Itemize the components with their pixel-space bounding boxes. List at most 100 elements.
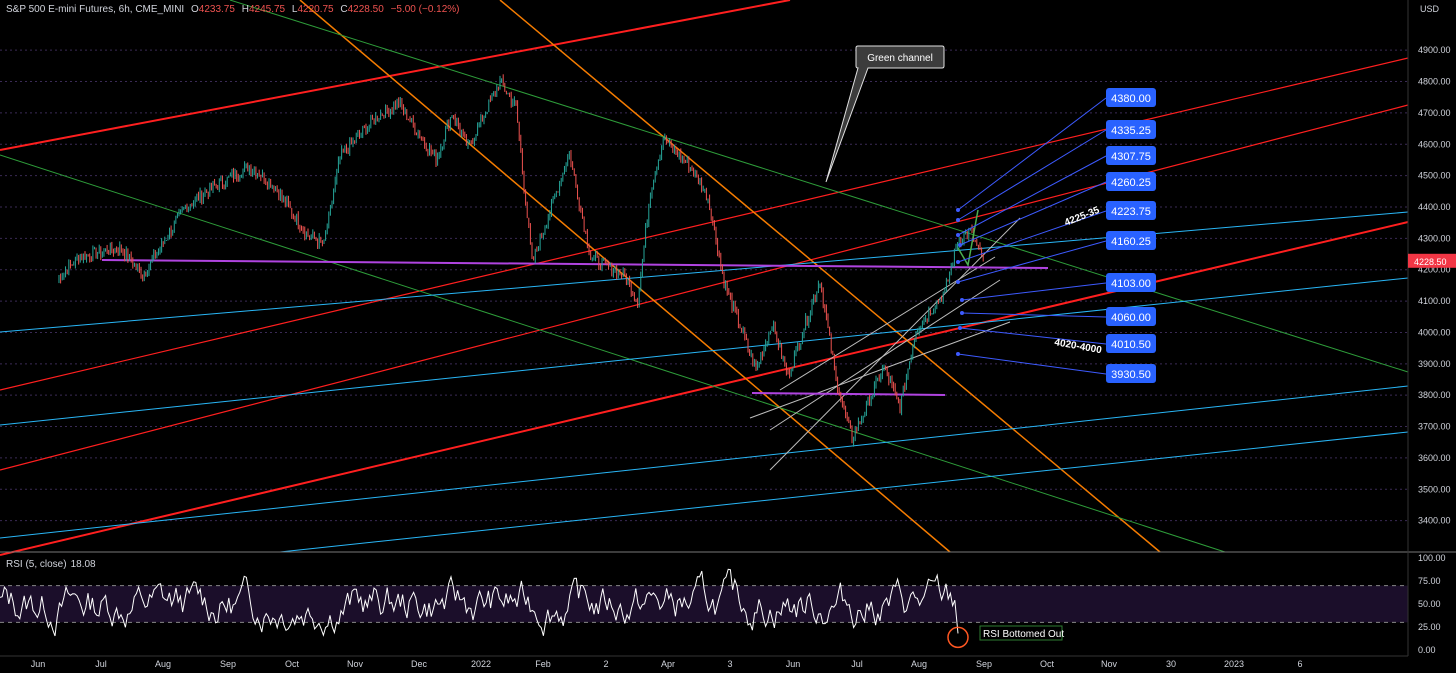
projection-line [957, 209, 979, 268]
trendline [279, 431, 1409, 553]
open-label: O [191, 4, 199, 15]
price-tick-label: 3800.00 [1418, 390, 1451, 400]
target-box [1106, 334, 1156, 353]
price-tick-label: 4100.00 [1418, 296, 1451, 306]
target-label: 4103.00 [1111, 278, 1151, 290]
target-pointer [961, 282, 1107, 301]
target-pointer [959, 181, 1107, 246]
time-tick-label: 6 [1297, 659, 1302, 669]
target-box [1106, 146, 1156, 165]
trendline [0, 385, 1409, 539]
target-label: 4223.75 [1111, 206, 1151, 218]
price-tick-label: 4000.00 [1418, 327, 1451, 337]
target-anchor [956, 280, 960, 284]
time-tick-label: Sep [220, 659, 236, 669]
low-label: L [291, 4, 298, 15]
price-axis-unit: USD [1420, 4, 1440, 14]
target-anchor [960, 298, 964, 302]
channel-line [779, 256, 996, 391]
price-tick-label: 3500.00 [1418, 484, 1451, 494]
time-tick-label: Oct [1040, 659, 1055, 669]
price-tick-label: 3700.00 [1418, 422, 1451, 432]
channel-line [769, 217, 1021, 471]
time-tick-label: Sep [976, 659, 992, 669]
rsi-tick-label: 75.00 [1418, 576, 1441, 586]
support-line [751, 392, 946, 396]
target-pointer [957, 155, 1107, 236]
target-label: 4160.25 [1111, 236, 1151, 248]
trendline [0, 211, 1409, 333]
symbol-name: S&P 500 E-mini Futures, 6h, CME_MINI [6, 4, 185, 15]
target-levels: 4380.00 4335.25 4307.75 4260.25 4223.75 4160.… [956, 88, 1156, 383]
rsi-tick-label: 25.00 [1418, 622, 1441, 632]
time-tick-label: Jul [851, 659, 863, 669]
time-tick-label: Apr [661, 659, 675, 669]
low-value: 4220.75 [297, 4, 334, 15]
target-pointer [959, 327, 1107, 345]
price-tick-label: 4600.00 [1418, 139, 1451, 149]
high-label: H [241, 4, 249, 15]
time-tick-label: Feb [535, 659, 551, 669]
time-tick-label: 2022 [471, 659, 491, 669]
time-tick-label: Dec [411, 659, 428, 669]
rsi-value: 18.08 [70, 559, 96, 570]
support-line [101, 259, 1049, 269]
rsi-legend: RSI (5, close) 18.08 [6, 559, 96, 570]
trendline [0, 57, 1409, 391]
target-label: 3930.50 [1111, 369, 1151, 381]
trendline [499, 0, 1161, 553]
trendline [229, 0, 1409, 373]
time-tick-label: Oct [285, 659, 300, 669]
target-box [1106, 364, 1156, 383]
target-box [1106, 88, 1156, 107]
target-pointer [957, 129, 1107, 221]
target-box [1106, 201, 1156, 220]
price-tick-label: 4700.00 [1418, 108, 1451, 118]
time-tick-label: 30 [1166, 659, 1176, 669]
target-anchor [956, 208, 960, 212]
target-label: 4060.00 [1111, 312, 1151, 324]
last-price-label: 4228.50 [1414, 257, 1447, 267]
target-pointer [957, 97, 1107, 211]
target-anchor [960, 311, 964, 315]
close-label: C [340, 4, 348, 15]
rsi-tick-label: 0.00 [1418, 645, 1436, 655]
last-price-tag [1408, 253, 1456, 268]
trendline [0, 221, 1409, 556]
target-label: 4335.25 [1111, 125, 1151, 137]
open-value: 4233.75 [198, 4, 235, 15]
trendline [299, 0, 951, 553]
trendlines [0, 0, 1409, 556]
change-value: −5.00 (−0.12%) [390, 4, 460, 15]
target-pointer [957, 210, 1107, 263]
callout-text: Green channel [867, 53, 933, 64]
target-box [1106, 231, 1156, 250]
price-tick-label: 3400.00 [1418, 516, 1451, 526]
rsi-pane: RSI Bottomed Out [0, 551, 1456, 649]
trendline [0, 104, 1409, 471]
target-pointer [957, 353, 1107, 375]
time-tick-label: Nov [347, 659, 364, 669]
target-anchor [958, 326, 962, 330]
time-tick-label: Jun [786, 659, 801, 669]
trendline [0, 277, 1409, 426]
target-anchor [956, 352, 960, 356]
target-anchor [956, 260, 960, 264]
price-tick-label: 4800.00 [1418, 77, 1451, 87]
time-tick-label: Aug [155, 659, 171, 669]
target-pointer [961, 312, 1107, 318]
trendline [0, 0, 791, 151]
target-label: 4260.25 [1111, 177, 1151, 189]
price-tick-label: 3600.00 [1418, 453, 1451, 463]
rsi-tick-label: 50.00 [1418, 599, 1441, 609]
channel-line [749, 321, 1011, 419]
close-value: 4228.50 [347, 4, 384, 15]
rsi-label: RSI (5, close) [6, 559, 67, 570]
price-series [58, 74, 984, 447]
target-label: 4307.75 [1111, 151, 1151, 163]
callout-bubble [825, 45, 945, 183]
target-anchor [958, 243, 962, 247]
price-tick-label: 4900.00 [1418, 45, 1451, 55]
target-label: 4010.50 [1111, 339, 1151, 351]
